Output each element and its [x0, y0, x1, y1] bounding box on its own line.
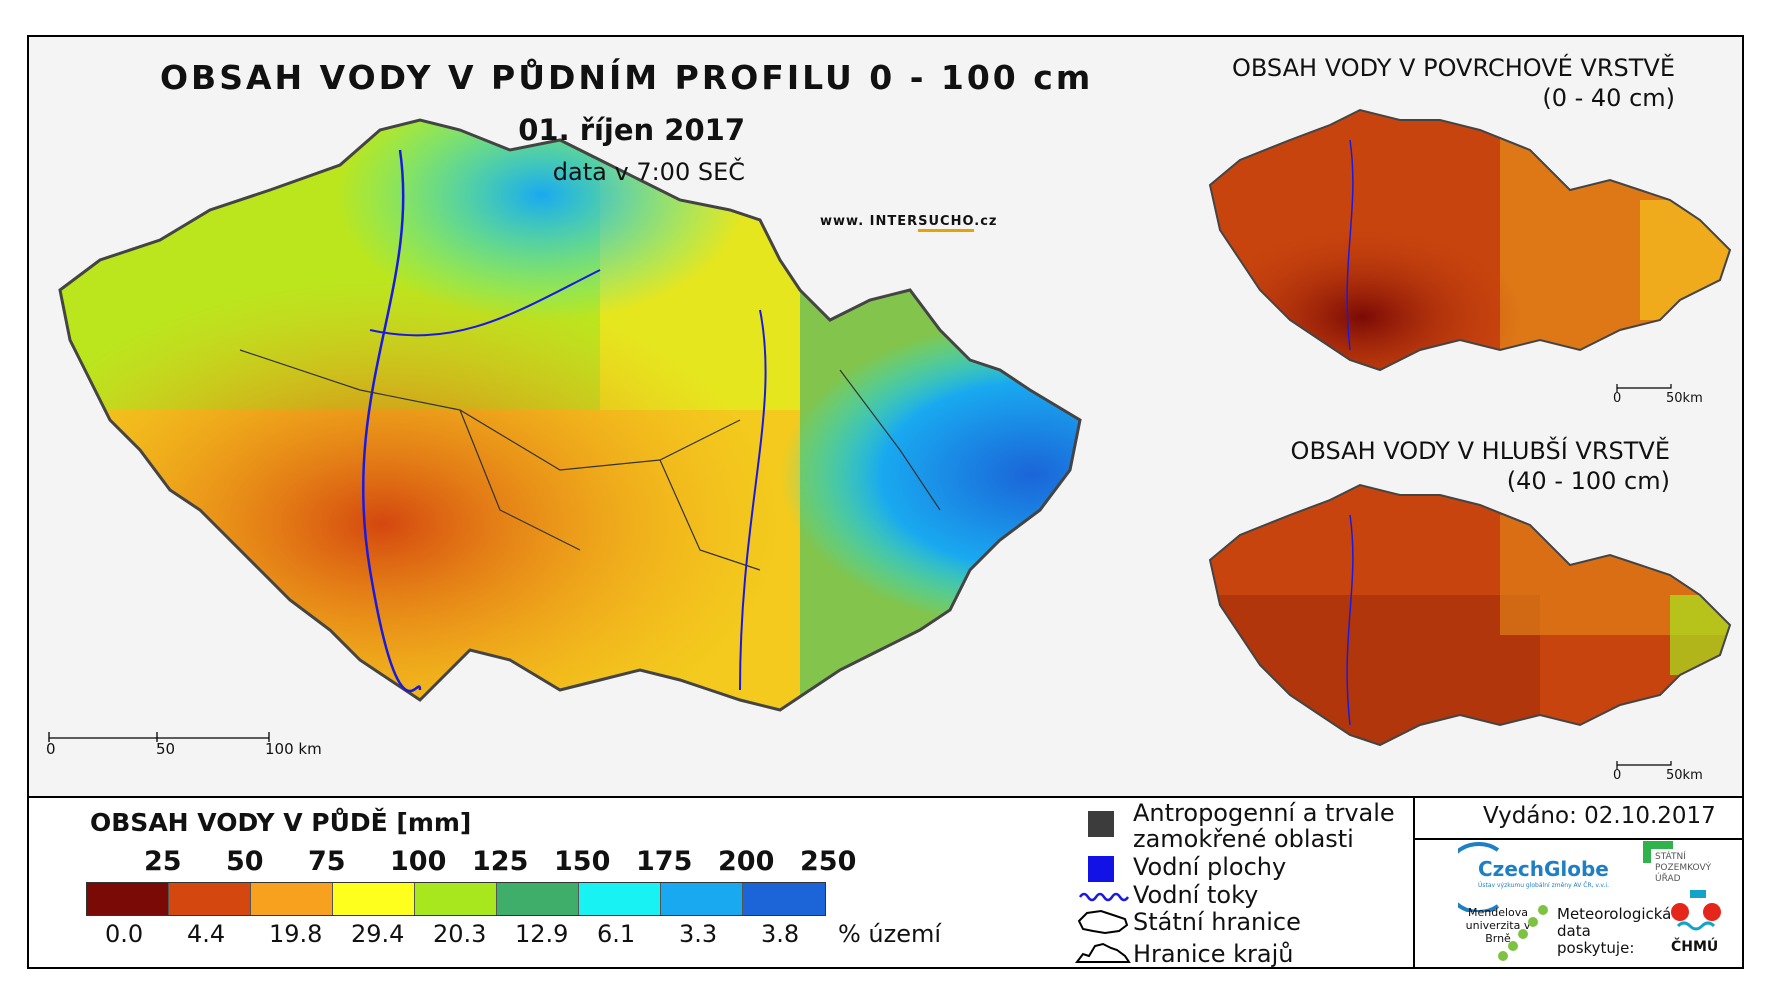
threshold-label: 125: [472, 846, 529, 877]
chmu-logo: [1671, 890, 1721, 931]
surface-scale-50: 50km: [1666, 391, 1703, 406]
deep-map-title: OBSAH VODY V HLUBŠÍ VRSTVĚ (40 - 100 cm): [1290, 437, 1670, 495]
percent-label: 20.3: [433, 920, 487, 948]
percent-unit: % území: [838, 920, 942, 948]
deep-layer-map: [1208, 483, 1732, 747]
threshold-label: 150: [554, 846, 611, 877]
threshold-label: 100: [390, 846, 447, 877]
website-link[interactable]: www. INTERSUCHO.cz: [820, 214, 997, 232]
state-border-icon: [1077, 909, 1129, 935]
czechglobe-subtitle: Ústav výzkumu globální změny AV ČR, v.v.…: [1478, 882, 1609, 889]
ramp-swatch: [169, 883, 251, 915]
ramp-swatch: [579, 883, 661, 915]
main-scale-bar: [48, 732, 270, 742]
spu-name: STÁTNÍ POZEMKOVÝ ÚŘAD: [1655, 852, 1712, 884]
meteo-text: Meteorologická data poskytuje:: [1557, 905, 1672, 957]
ramp-swatch: [87, 883, 169, 915]
spu-logo-bar: [1643, 841, 1673, 849]
issued-divider: [1413, 838, 1744, 840]
region-border-label: Hranice krajů: [1133, 940, 1294, 968]
czechglobe-name: CzechGlobe: [1478, 857, 1609, 881]
mendel-logo: [1498, 905, 1548, 961]
ramp-swatch: [497, 883, 579, 915]
anthropogenic-swatch: [1088, 811, 1114, 837]
color-ramp: [86, 882, 826, 916]
main-scale-100: 100 km: [265, 740, 322, 758]
data-time: data v 7:00 SEČ: [552, 158, 745, 186]
ramp-swatch: [661, 883, 743, 915]
main-scale-50: 50: [156, 740, 176, 758]
ramp-swatch: [333, 883, 415, 915]
surface-scale-0: 0: [1613, 391, 1622, 406]
mendel-name: Mendelova univerzita v Brně: [1465, 906, 1531, 945]
deep-scale-50: 50km: [1666, 768, 1703, 783]
percent-label: 12.9: [515, 920, 569, 948]
surface-scale-bar: [1616, 384, 1672, 392]
main-scale-0: 0: [46, 740, 56, 758]
map-date: 01. říjen 2017: [518, 113, 745, 147]
percent-label: 29.4: [351, 920, 405, 948]
ramp-swatch: [743, 883, 825, 915]
water-bodies-swatch: [1088, 856, 1114, 882]
legend-title: OBSAH VODY V PŮDĚ [mm]: [90, 808, 472, 837]
map-title: OBSAH VODY V PŮDNÍM PROFILU 0 - 100 cm: [160, 58, 1094, 97]
issued-date: Vydáno: 02.10.2017: [1483, 803, 1716, 829]
anthropogenic-label: Antropogenní a trvale zamokřené oblasti: [1133, 799, 1395, 853]
spu-logo-stem: [1643, 841, 1651, 863]
percent-label: 4.4: [187, 920, 226, 948]
deep-scale-0: 0: [1613, 768, 1622, 783]
deep-scale-bar: [1616, 761, 1672, 769]
percent-label: 19.8: [269, 920, 323, 948]
region-border-icon: [1075, 942, 1131, 963]
percent-label: 0.0: [105, 920, 144, 948]
surface-layer-map: [1208, 108, 1732, 372]
legend-divider: [1413, 796, 1415, 969]
rivers-label: Vodní toky: [1133, 881, 1259, 909]
ramp-swatch: [251, 883, 333, 915]
czechglobe-logo: [1458, 842, 1500, 912]
surface-map-title: OBSAH VODY V POVRCHOVÉ VRSTVĚ (0 - 40 cm…: [1232, 54, 1675, 112]
percent-label: 3.8: [761, 920, 800, 948]
percent-label: 3.3: [679, 920, 718, 948]
state-border-label: Státní hranice: [1133, 908, 1301, 936]
threshold-label: 75: [308, 846, 346, 877]
threshold-label: 250: [800, 846, 857, 877]
threshold-label: 200: [718, 846, 775, 877]
ramp-swatch: [415, 883, 497, 915]
rivers-swatch: [1078, 892, 1130, 902]
percent-label: 6.1: [597, 920, 636, 948]
chmu-name: ČHMÚ: [1671, 939, 1719, 955]
water-bodies-label: Vodní plochy: [1133, 853, 1287, 881]
threshold-label: 175: [636, 846, 693, 877]
threshold-label: 50: [226, 846, 264, 877]
main-soil-water-map: [58, 118, 1082, 712]
threshold-label: 25: [144, 846, 182, 877]
